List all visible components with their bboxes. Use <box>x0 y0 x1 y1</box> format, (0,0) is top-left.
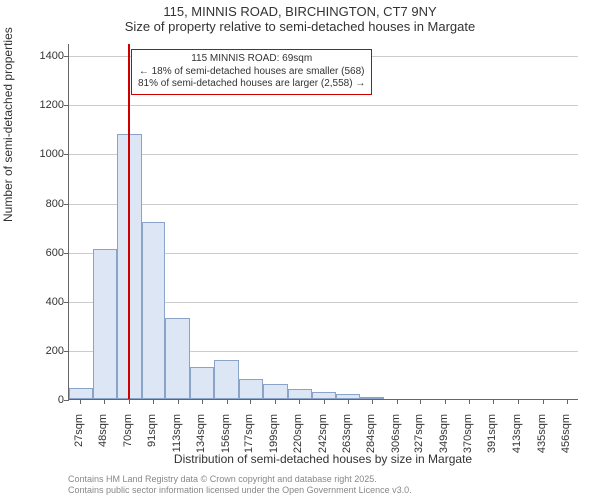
y-tick-mark <box>64 400 69 401</box>
marker-callout: 115 MINNIS ROAD: 69sqm← 18% of semi-deta… <box>131 49 372 95</box>
y-tick-label: 1000 <box>4 148 64 160</box>
y-tick-mark <box>64 302 69 303</box>
x-tick-mark <box>178 399 179 404</box>
y-tick-label: 1200 <box>4 99 64 111</box>
bars-layer <box>69 44 578 399</box>
y-tick-mark <box>64 154 69 155</box>
y-tick-mark <box>64 351 69 352</box>
y-tick-mark <box>64 105 69 106</box>
y-tick-label: 600 <box>4 247 64 259</box>
histogram-bar <box>288 389 312 399</box>
x-tick-mark <box>372 399 373 404</box>
x-tick-mark <box>202 399 203 404</box>
footer-line-1: Contains HM Land Registry data © Crown c… <box>68 474 412 485</box>
x-tick-mark <box>348 399 349 404</box>
footer: Contains HM Land Registry data © Crown c… <box>68 474 412 496</box>
y-tick-label: 200 <box>4 345 64 357</box>
y-tick-label: 0 <box>4 394 64 406</box>
histogram-bar <box>263 384 288 399</box>
x-tick-mark <box>397 399 398 404</box>
histogram-bar <box>165 318 190 399</box>
x-tick-mark <box>250 399 251 404</box>
x-tick-mark <box>420 399 421 404</box>
x-tick-mark <box>275 399 276 404</box>
footer-line-2: Contains public sector information licen… <box>68 485 412 496</box>
histogram-bar <box>93 249 117 399</box>
x-tick-mark <box>299 399 300 404</box>
x-tick-mark <box>493 399 494 404</box>
chart-title: 115, MINNIS ROAD, BIRCHINGTON, CT7 9NY S… <box>0 4 600 34</box>
histogram-bar <box>312 392 337 399</box>
y-tick-label: 1400 <box>4 50 64 62</box>
histogram-bar <box>239 379 263 399</box>
x-tick-mark <box>469 399 470 404</box>
y-tick-label: 400 <box>4 296 64 308</box>
x-tick-mark <box>80 399 81 404</box>
plot-area: 115 MINNIS ROAD: 69sqm← 18% of semi-deta… <box>68 44 578 400</box>
x-tick-mark <box>227 399 228 404</box>
x-tick-mark <box>518 399 519 404</box>
chart-container: 115, MINNIS ROAD, BIRCHINGTON, CT7 9NY S… <box>0 0 600 500</box>
marker-line <box>128 44 130 399</box>
x-tick-mark <box>567 399 568 404</box>
y-tick-label: 800 <box>4 198 64 210</box>
histogram-bar <box>214 360 239 399</box>
y-tick-mark <box>64 204 69 205</box>
callout-line: 81% of semi-detached houses are larger (… <box>138 78 365 91</box>
histogram-bar <box>142 222 166 399</box>
x-tick-mark <box>324 399 325 404</box>
histogram-bar <box>69 388 93 399</box>
title-line-1: 115, MINNIS ROAD, BIRCHINGTON, CT7 9NY <box>0 4 600 19</box>
x-tick-mark <box>445 399 446 404</box>
y-tick-mark <box>64 253 69 254</box>
x-axis-label: Distribution of semi-detached houses by … <box>68 452 578 466</box>
callout-line: 115 MINNIS ROAD: 69sqm <box>138 53 365 66</box>
title-line-2: Size of property relative to semi-detach… <box>0 19 600 34</box>
x-tick-mark <box>153 399 154 404</box>
histogram-bar <box>190 367 214 399</box>
x-tick-mark <box>543 399 544 404</box>
y-tick-mark <box>64 56 69 57</box>
callout-line: ← 18% of semi-detached houses are smalle… <box>138 66 365 79</box>
x-tick-mark <box>104 399 105 404</box>
x-tick-mark <box>129 399 130 404</box>
